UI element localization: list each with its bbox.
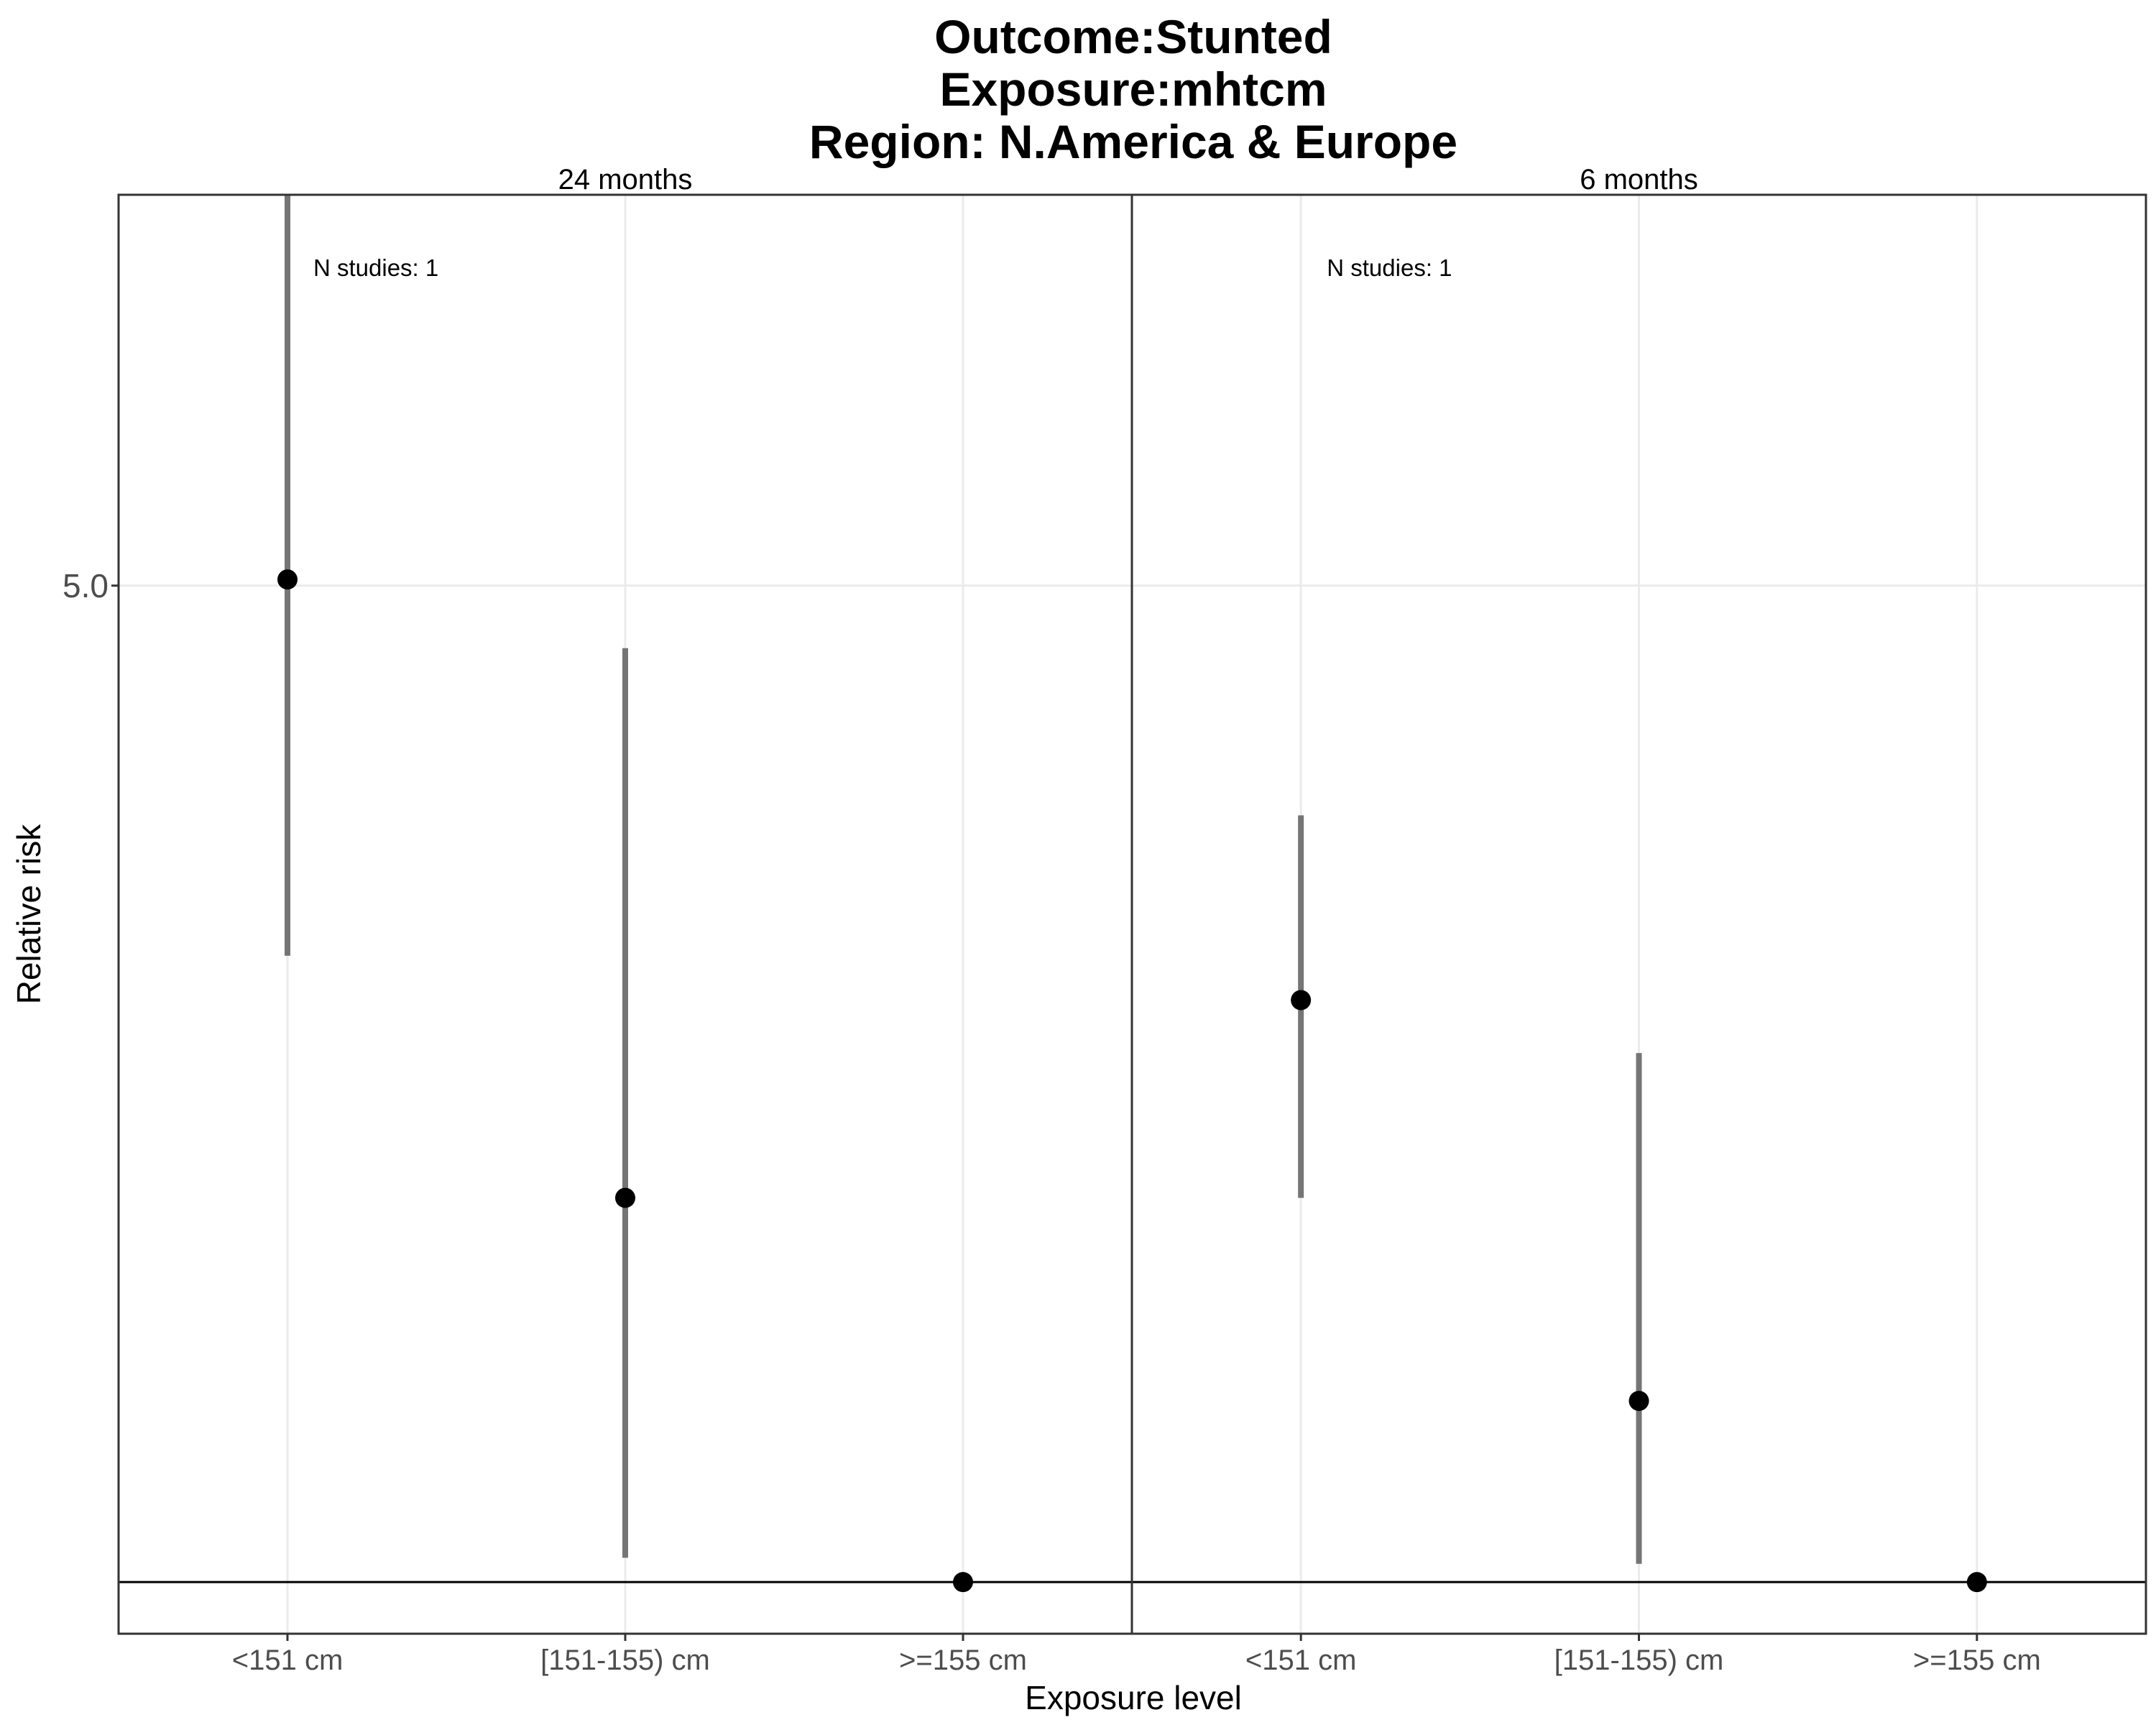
- estimate-point-2: [1966, 1572, 1987, 1593]
- chart-title: Outcome:Stunted Exposure:mhtcm Region: N…: [809, 10, 1457, 168]
- x-tick-label-2: >=155 cm: [899, 1644, 1027, 1676]
- n-studies-annotation: N studies: 1: [313, 254, 438, 281]
- x-tick-label-0: <151 cm: [232, 1644, 344, 1676]
- x-tick-label-1: [151-155) cm: [1554, 1644, 1724, 1676]
- facet-panel-0: 24 months N studies: 1 <151 cm [151-155) cm…: [117, 164, 1133, 1676]
- x-axis-title: Exposure level: [1025, 1679, 1242, 1716]
- x-tick-label-2: >=155 cm: [1913, 1644, 2041, 1676]
- estimate-point-1: [615, 1187, 635, 1208]
- x-tick-label-1: [151-155) cm: [540, 1644, 710, 1676]
- facet-panels: 5.0 24 months N studies: 1 <151 cm [151-155)…: [63, 164, 2147, 1676]
- estimate-point-1: [1628, 1391, 1649, 1412]
- y-axis-title: Relative risk: [10, 824, 47, 1005]
- title-line-3: Region: N.America & Europe: [809, 115, 1457, 168]
- estimate-point-0: [1291, 990, 1312, 1011]
- title-line-1: Outcome:Stunted: [934, 10, 1332, 63]
- title-line-2: Exposure:mhtcm: [939, 63, 1327, 116]
- facet-panel-1: 6 months N studies: 1 <151 cm [151-155) cm >…: [1130, 164, 2147, 1676]
- facet-strip-label: 24 months: [558, 164, 693, 196]
- x-tick-label-0: <151 cm: [1245, 1644, 1357, 1676]
- facet-strip-label: 6 months: [1580, 164, 1698, 196]
- estimate-point-0: [277, 569, 298, 590]
- estimate-point-2: [953, 1572, 973, 1593]
- n-studies-annotation: N studies: 1: [1327, 254, 1452, 281]
- y-tick-label-0: 5.0: [63, 567, 109, 604]
